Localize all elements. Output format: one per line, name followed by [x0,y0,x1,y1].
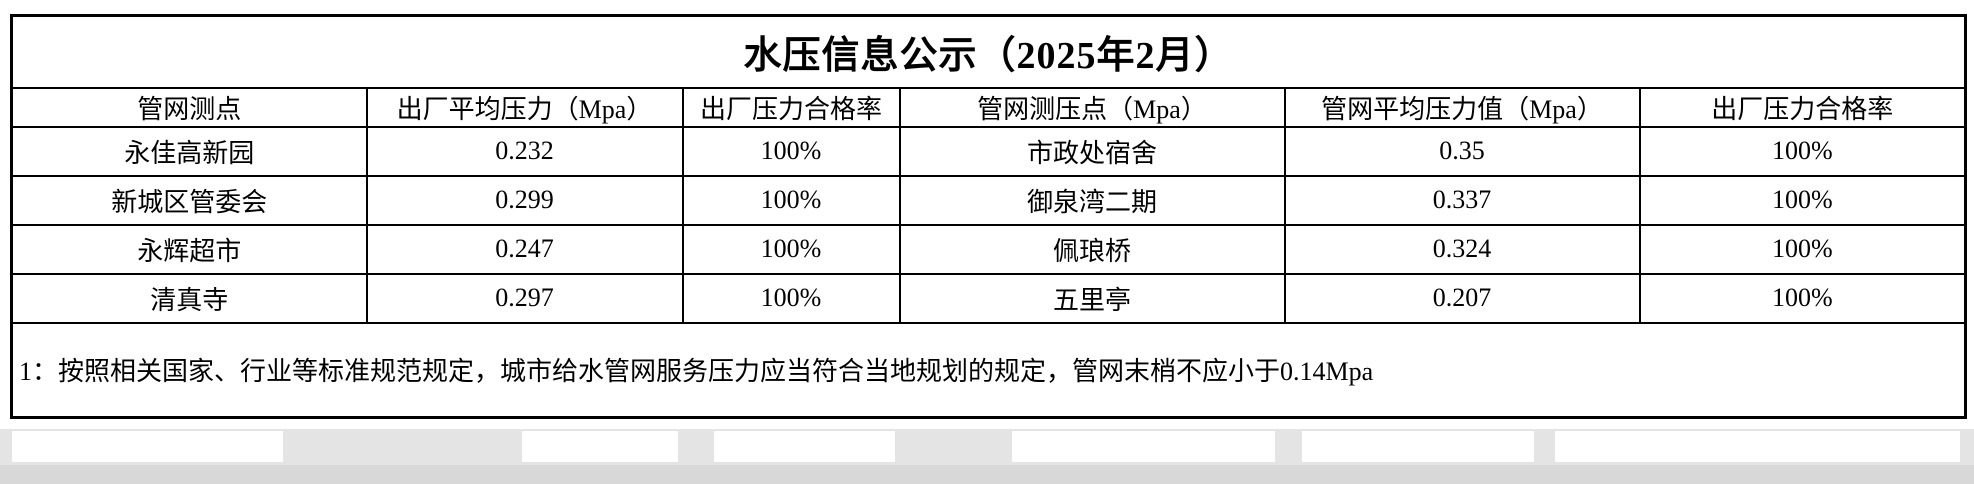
title-row: 水压信息公示（2025年2月） [10,14,1967,89]
column-header-network-avg-pressure: 管网平均压力值（Mpa） [1283,86,1641,128]
pressure-value-cell: 0.35 [1283,125,1641,177]
site-name-cell: 御泉湾二期 [898,174,1286,226]
page-title: 水压信息公示（2025年2月） [10,14,1967,89]
table-row: 清真寺 0.297 100% 五里亭 0.207 100% [10,272,1967,324]
pass-rate-cell: 100% [1638,125,1967,177]
pressure-value-cell: 0.207 [1283,272,1641,324]
site-name-cell: 佩琅桥 [898,223,1286,275]
pass-rate-cell: 100% [1638,174,1967,226]
pressure-value-cell: 0.337 [1283,174,1641,226]
site-name-cell: 永佳高新园 [10,125,368,177]
footnote-row: 1：按照相关国家、行业等标准规范规定，城市给水管网服务压力应当符合当地规划的规定… [10,321,1967,419]
site-name-cell: 市政处宿舍 [898,125,1286,177]
pass-rate-cell: 100% [681,272,901,324]
pass-rate-cell: 100% [1638,272,1967,324]
site-name-cell: 永辉超市 [10,223,368,275]
column-header-outlet-pass-rate: 出厂压力合格率 [681,86,901,128]
empty-cell [1302,431,1534,462]
pressure-value-cell: 0.297 [365,272,684,324]
pass-rate-cell: 100% [681,174,901,226]
pressure-value-cell: 0.247 [365,223,684,275]
bottom-gray-band [0,465,1974,484]
pressure-value-cell: 0.232 [365,125,684,177]
site-name-cell: 新城区管委会 [10,174,368,226]
header-row: 管网测点 出厂平均压力（Mpa） 出厂压力合格率 管网测压点（Mpa） 管网平均… [10,86,1967,128]
empty-cell [714,431,895,462]
footnote-text: 1：按照相关国家、行业等标准规范规定，城市给水管网服务压力应当符合当地规划的规定… [10,321,1967,419]
pass-rate-cell: 100% [681,223,901,275]
pass-rate-cell: 100% [1638,223,1967,275]
empty-cell [1555,431,1960,462]
column-header-outlet-avg-pressure: 出厂平均压力（Mpa） [365,86,684,128]
table-row: 永辉超市 0.247 100% 佩琅桥 0.324 100% [10,223,1967,275]
water-pressure-table: 水压信息公示（2025年2月） 管网测点 出厂平均压力（Mpa） 出厂压力合格率… [10,14,1968,419]
site-name-cell: 五里亭 [898,272,1286,324]
site-name-cell: 清真寺 [10,272,368,324]
table-row: 永佳高新园 0.232 100% 市政处宿舍 0.35 100% [10,125,1967,177]
empty-cell [12,431,283,462]
pass-rate-cell: 100% [681,125,901,177]
empty-cell [522,431,678,462]
column-header-network-site: 管网测压点（Mpa） [898,86,1286,128]
pressure-value-cell: 0.324 [1283,223,1641,275]
column-header-site: 管网测点 [10,86,368,128]
empty-cell [1012,431,1275,462]
pressure-value-cell: 0.299 [365,174,684,226]
table-row: 新城区管委会 0.299 100% 御泉湾二期 0.337 100% [10,174,1967,226]
empty-spreadsheet-area [0,429,1974,484]
column-header-pass-rate: 出厂压力合格率 [1638,86,1967,128]
